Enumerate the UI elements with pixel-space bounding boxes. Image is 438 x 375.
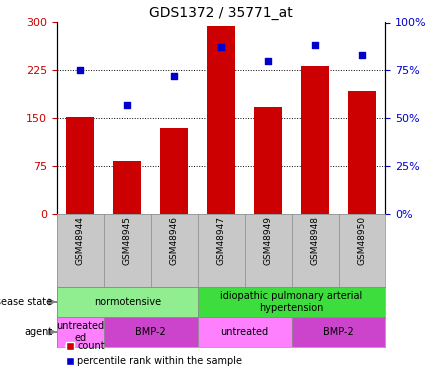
Point (311, 42, 318, 48)
Bar (198, 317, 292, 347)
Text: GSM48950: GSM48950 (357, 216, 367, 265)
Bar (66, 117, 95, 214)
Text: untreated
ed: untreated ed (57, 321, 105, 343)
Text: untreated: untreated (221, 327, 269, 337)
Text: BMP-2: BMP-2 (323, 327, 354, 337)
Text: GSM48949: GSM48949 (264, 216, 272, 265)
Bar (57, 317, 104, 347)
Text: GSM48948: GSM48948 (311, 216, 320, 265)
Point (358, 52, 365, 58)
Bar (104, 317, 198, 347)
Bar (57, 287, 198, 317)
Point (77, 68, 84, 74)
Text: disease state: disease state (0, 297, 53, 307)
Text: normotensive: normotensive (94, 297, 161, 307)
Bar (301, 66, 329, 214)
Bar (198, 287, 385, 317)
Bar (160, 128, 188, 214)
Title: GDS1372 / 35771_at: GDS1372 / 35771_at (149, 6, 293, 20)
Legend: count, percentile rank within the sample: count, percentile rank within the sample (62, 338, 246, 370)
Point (171, 73, 178, 79)
Text: GSM48947: GSM48947 (217, 216, 226, 265)
Text: BMP-2: BMP-2 (135, 327, 166, 337)
Point (218, 44, 225, 50)
Text: agent: agent (25, 327, 53, 337)
Bar (292, 317, 385, 347)
Text: idiopathic pulmonary arterial
hypertension: idiopathic pulmonary arterial hypertensi… (220, 291, 363, 313)
Bar (207, 26, 235, 214)
Bar (348, 92, 376, 214)
Text: GSM48946: GSM48946 (170, 216, 179, 265)
Point (124, 102, 131, 108)
Bar (113, 162, 141, 214)
Bar (254, 106, 282, 214)
Text: GSM48945: GSM48945 (123, 216, 132, 265)
Text: GSM48944: GSM48944 (76, 216, 85, 265)
Point (265, 58, 272, 64)
